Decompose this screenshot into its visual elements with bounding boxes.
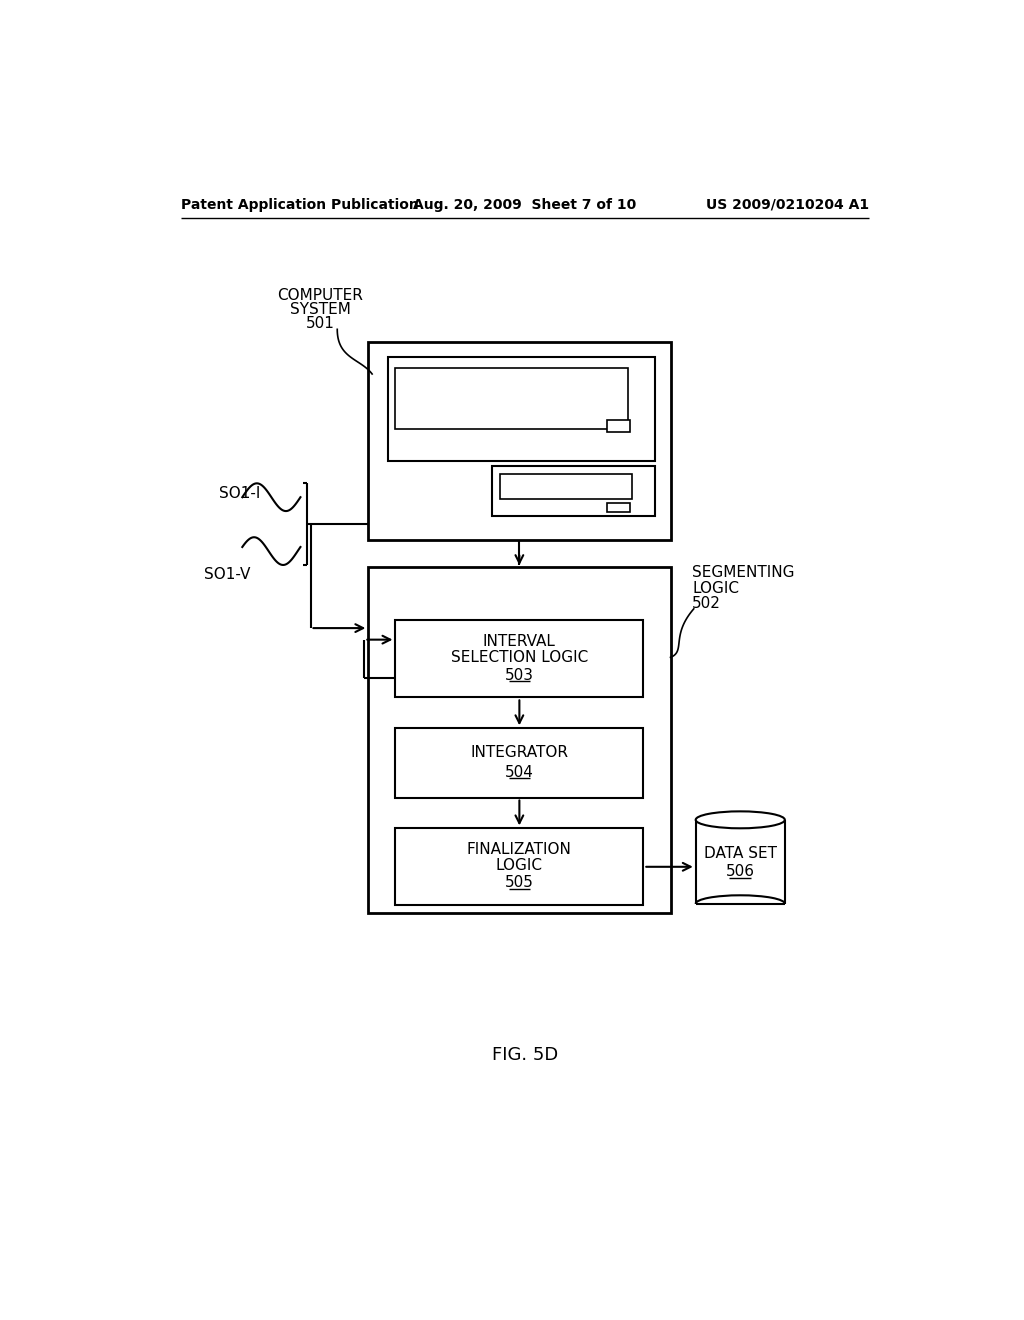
Bar	[395, 620, 643, 697]
Text: 506: 506	[726, 863, 755, 879]
Text: 502: 502	[692, 595, 721, 611]
Bar	[395, 729, 643, 797]
Ellipse shape	[695, 812, 784, 829]
Bar	[395, 368, 628, 429]
Text: COMPUTER: COMPUTER	[278, 288, 364, 304]
Bar	[500, 474, 632, 499]
Text: Patent Application Publication: Patent Application Publication	[180, 198, 419, 211]
Text: LOGIC: LOGIC	[496, 858, 543, 873]
Text: DATA SET: DATA SET	[703, 846, 777, 861]
Bar	[607, 420, 630, 432]
Text: US 2009/0210204 A1: US 2009/0210204 A1	[706, 198, 869, 211]
Text: SO1-V: SO1-V	[204, 566, 250, 582]
Text: SO1-I: SO1-I	[219, 486, 261, 500]
Text: 503: 503	[505, 668, 534, 682]
Text: 501: 501	[306, 315, 335, 331]
Text: FINALIZATION: FINALIZATION	[467, 842, 571, 858]
Text: FIG. 5D: FIG. 5D	[492, 1047, 558, 1064]
Text: SELECTION LOGIC: SELECTION LOGIC	[451, 649, 588, 665]
Text: Aug. 20, 2009  Sheet 7 of 10: Aug. 20, 2009 Sheet 7 of 10	[413, 198, 637, 211]
Text: INTEGRATOR: INTEGRATOR	[470, 746, 568, 760]
Bar	[388, 358, 655, 461]
Text: INTERVAL: INTERVAL	[483, 635, 556, 649]
Bar	[607, 503, 630, 512]
Bar	[395, 829, 643, 906]
Text: SEGMENTING: SEGMENTING	[692, 565, 795, 581]
Bar	[369, 566, 671, 913]
Bar	[369, 342, 671, 540]
Text: 505: 505	[505, 875, 534, 891]
Bar	[493, 466, 655, 516]
Text: LOGIC: LOGIC	[692, 581, 739, 595]
Text: 504: 504	[505, 764, 534, 780]
Text: SYSTEM: SYSTEM	[290, 302, 350, 317]
